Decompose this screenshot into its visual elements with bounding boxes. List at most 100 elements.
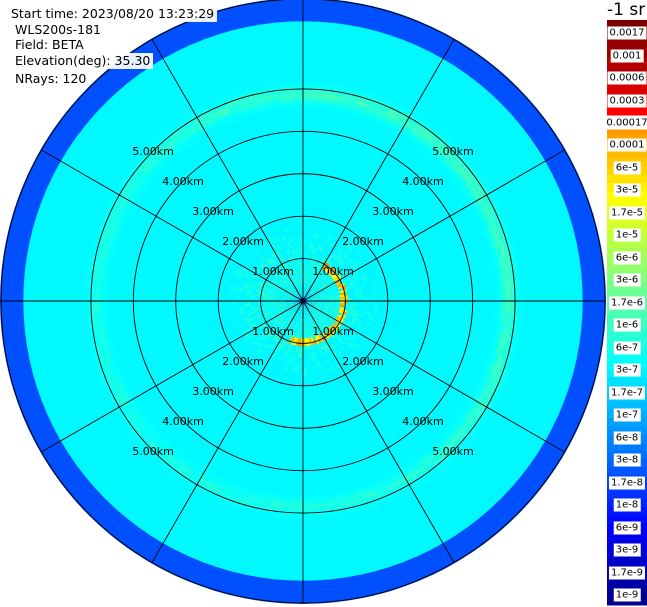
range-gate-cell [361,196,370,204]
range-gate-cell [340,119,352,127]
range-gate-cell [452,177,463,189]
range-gate-cell [365,63,380,72]
range-gate-cell [308,293,312,297]
range-gate-cell [424,129,437,141]
range-gate-cell [449,135,462,147]
range-gate-cell [420,203,429,213]
range-gate-cell [464,292,470,302]
range-gate-cell [398,212,407,221]
range-gate-cell [464,301,470,311]
range-gate-cell [436,91,451,103]
range-gate-cell [429,184,439,195]
range-gate-cell [347,242,354,249]
range-gate-cell [358,303,364,308]
range-gate-cell [508,132,521,147]
range-gate-cell [388,129,400,138]
range-gate-cell [484,116,498,130]
range-gate-cell [317,271,322,277]
range-gate-cell [366,60,381,68]
range-gate-cell [395,90,409,100]
range-gate-cell [358,294,364,299]
range-gate-cell [442,301,447,309]
range-gate-cell [440,186,451,198]
range-gate-cell [431,139,443,150]
range-gate-cell [303,89,315,94]
range-gate-cell [455,145,467,158]
range-gate-cell [338,130,349,138]
range-gate-cell [322,252,328,258]
range-gate-cell [472,109,486,123]
range-gate-cell [303,123,313,128]
range-gate-cell [384,225,392,233]
range-gate-cell [303,289,305,294]
range-gate-cell [411,177,421,187]
range-gate-cell [302,440,311,445]
range-gate-cell [319,219,325,225]
range-gate-cell [308,195,315,200]
range-gate-cell [431,205,440,216]
range-gate-cell [321,227,327,234]
range-gate-cell [351,295,356,299]
range-gate-cell [446,138,459,150]
range-gate-cell [303,225,308,230]
range-gate-cell [462,154,474,167]
range-gate-cell [310,225,316,231]
range-gate-cell [351,68,366,76]
range-gate-cell [316,254,321,260]
range-gate-cell [386,222,395,231]
range-gate-cell [303,104,314,109]
range-gate-cell [407,154,418,164]
range-gate-cell [321,208,328,214]
range-gate-cell [320,251,325,257]
range-gate-cell [324,249,329,255]
range-gate-cell [304,293,307,298]
range-gate-cell [428,172,439,183]
range-gate-cell [299,360,303,366]
range-gate-cell [358,34,375,43]
range-gate-cell [303,172,311,177]
range-gate-cell [398,191,408,200]
range-gate-cell [352,187,360,194]
range-gate-cell [383,198,392,207]
range-gate-cell [385,171,395,180]
range-gate-cell [388,34,404,45]
range-gate-cell [438,301,443,309]
range-gate-cell [434,179,445,190]
range-gate-cell [525,136,538,152]
range-gate-cell [302,496,314,502]
range-gate-cell [387,229,395,238]
range-gate-cell [522,138,535,154]
range-gate-cell [318,282,323,287]
range-gate-cell [417,205,426,215]
range-gate-cell [429,157,440,169]
range-gate-cell [404,120,417,131]
range-gate-cell [409,221,418,230]
range-gate-cell [391,234,399,242]
range-gate-cell [372,38,388,47]
range-gate-cell [303,191,310,196]
range-gate-cell [331,280,336,285]
range-gate-cell [361,78,375,86]
range-gate-cell [406,204,415,214]
range-gate-cell [329,271,334,277]
range-gate-cell [314,283,319,288]
range-gate-cell [321,274,326,279]
range-gate-cell [303,138,312,143]
range-gate-cell [306,282,309,288]
range-gate-cell [302,413,310,419]
range-gate-cell [304,274,306,279]
range-gate-cell [362,114,374,122]
range-gate-cell [438,111,451,123]
range-gate-cell [305,290,308,295]
range-gate-cell [311,142,321,148]
range-gate-cell [371,162,381,171]
range-gate-cell [364,67,379,76]
range-gate-cell [314,184,322,190]
range-gate-cell [436,65,452,77]
range-gate-cell [426,145,438,156]
range-gate-cell [473,127,487,140]
range-gate-cell [295,432,303,438]
range-gate-cell [310,280,314,285]
range-gate-cell [444,156,456,168]
range-gate-cell [505,134,518,149]
